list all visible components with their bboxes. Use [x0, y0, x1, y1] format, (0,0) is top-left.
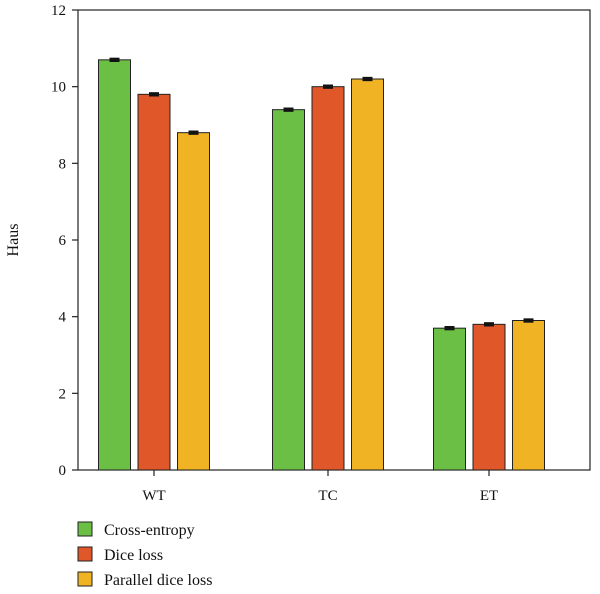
legend-label-dice-loss: Dice loss: [104, 547, 163, 564]
bar-cross-entropy-wt: [98, 59, 131, 471]
legend-swatch-cross-entropy: [77, 521, 93, 537]
y-tick-label: 4: [59, 310, 67, 326]
plot-area: 0 2 4 6 8 10 12 WT TC ET: [51, 3, 591, 504]
legend-label-parallel-dice-loss: Parallel dice loss: [104, 572, 212, 589]
bar-dice-loss-et: [472, 323, 506, 471]
x-tick-label: TC: [318, 488, 337, 504]
x-tick-label: ET: [480, 488, 498, 504]
bar-cross-entropy-et: [433, 327, 466, 471]
bar-cross-entropy-tc: [272, 109, 305, 471]
y-tick-label: 0: [59, 463, 67, 479]
y-tick-label: 2: [59, 386, 67, 402]
bar-parallel-dice-loss-et: [512, 320, 545, 471]
legend-label-cross-entropy: Cross-entropy: [104, 522, 195, 539]
bar-dice-loss-tc: [311, 86, 345, 471]
y-tick-label: 8: [59, 156, 67, 172]
legend-swatch-dice-loss: [77, 546, 93, 562]
y-tick-label: 6: [59, 233, 67, 249]
x-tick-label: WT: [142, 488, 165, 504]
y-tick-label: 10: [51, 80, 66, 96]
y-axis-title: Haus: [5, 224, 22, 257]
y-tick-label: 12: [51, 3, 66, 19]
bar-parallel-dice-loss-wt: [177, 132, 210, 471]
legend-swatch-parallel-dice-loss: [77, 571, 93, 587]
bar-parallel-dice-loss-tc: [351, 78, 384, 471]
legend: Cross-entropy Dice loss Parallel dice loss: [77, 521, 212, 589]
bar-dice-loss-wt: [137, 93, 171, 471]
